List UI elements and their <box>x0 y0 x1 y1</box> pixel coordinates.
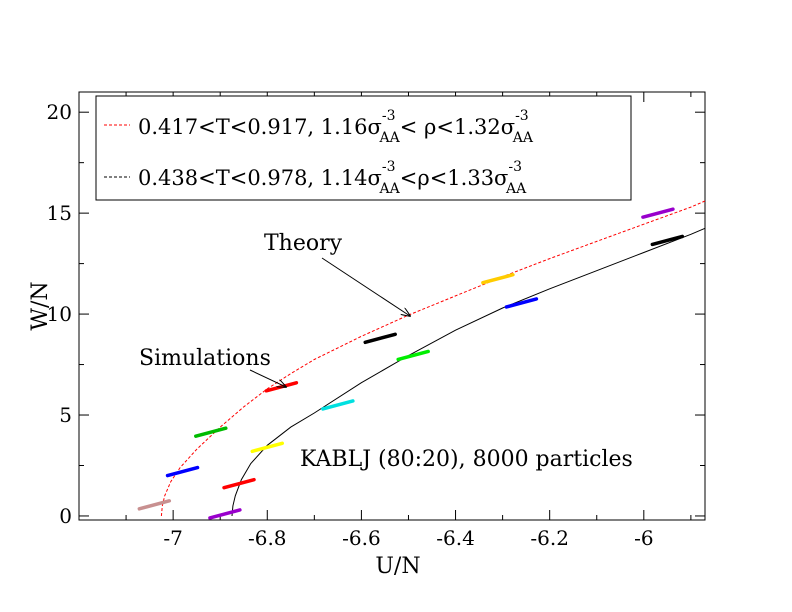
simulation-markers <box>137 207 685 520</box>
legend: 0.417<T<0.917, 1.16σ-3 AA< ρ<1.32σ-3 AA 0.… <box>95 95 632 201</box>
legend-black-part2: <ρ<1.33σ <box>400 166 509 190</box>
x-axis-title: U/N <box>375 554 420 579</box>
simulation-point <box>165 465 200 478</box>
legend-red-sup1: -3 <box>382 108 396 124</box>
simulation-point <box>137 499 172 511</box>
simulation-point <box>363 332 397 345</box>
legend-black-sup2: -3 <box>508 159 522 175</box>
legend-red-sub2: AA <box>512 130 534 146</box>
x-tick-label: -7 <box>163 526 182 550</box>
legend-box <box>95 95 632 201</box>
legend-red-sub1: AA <box>379 130 401 146</box>
legend-red-part2: < ρ<1.32σ <box>400 115 515 139</box>
simulation-point <box>321 399 355 411</box>
simulation-point <box>194 426 228 438</box>
legend-black-sup1: -3 <box>382 159 396 175</box>
simulation-point <box>504 297 539 309</box>
annotation-simulations: Simulations <box>139 346 271 371</box>
y-tick-label: 20 <box>47 100 72 124</box>
legend-label-black: 0.438<T<0.978, 1.14σ-3 AA<ρ<1.33σ-3 AA <box>138 159 527 197</box>
annotation-theory: Theory <box>264 231 343 256</box>
y-tick-label: 15 <box>47 201 72 225</box>
legend-red-part1: 0.417<T<0.917, 1.16σ <box>138 115 382 139</box>
y-axis-ticks: 0 5 10 15 20 <box>47 100 705 528</box>
x-tick-label: -6.4 <box>436 526 475 550</box>
simulation-point <box>650 234 685 247</box>
x-tick-label: -6.6 <box>342 526 381 550</box>
x-tick-label: -6.2 <box>530 526 569 550</box>
simulation-point <box>222 477 256 490</box>
legend-label-red: 0.417<T<0.917, 1.16σ-3 AA< ρ<1.32σ-3 AA <box>138 108 534 146</box>
plot-frame <box>78 91 706 521</box>
x-tick-label: -6.8 <box>248 526 287 550</box>
annotation-simulations-arrow <box>249 369 286 387</box>
y-tick-label: 5 <box>59 403 72 427</box>
x-axis-ticks: -7 -6.8 -6.6 -6.4 -6.2 -6 <box>125 92 692 550</box>
annotation-system: KABLJ (80:20), 8000 particles <box>300 447 633 472</box>
y-tick-label: 0 <box>59 504 72 528</box>
annotation-theory-arrow <box>321 257 410 316</box>
x-tick-label: -6 <box>634 526 653 550</box>
legend-black-sub2: AA <box>505 181 527 197</box>
simulation-point <box>641 207 675 219</box>
y-tick-label: 10 <box>47 302 72 326</box>
simulation-point <box>264 381 299 393</box>
legend-black-sub1: AA <box>379 181 401 197</box>
legend-red-sup2: -3 <box>515 108 529 124</box>
simulation-point <box>396 349 430 362</box>
curve-theory-black <box>231 227 706 517</box>
simulation-point <box>481 272 515 285</box>
y-axis-title: W/N <box>28 281 53 330</box>
simulation-point <box>250 441 285 454</box>
curve-theory-red <box>160 200 706 517</box>
legend-black-part1: 0.438<T<0.978, 1.14σ <box>138 166 382 190</box>
simulation-point <box>208 508 242 520</box>
